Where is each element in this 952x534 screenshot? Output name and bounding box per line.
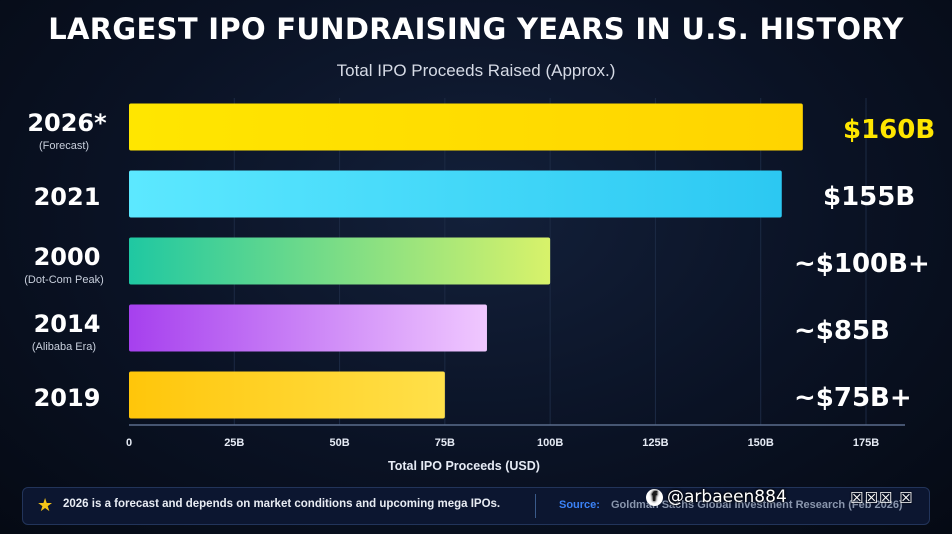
category-label: 2021 [34, 183, 101, 211]
x-tick-label: 25B [224, 437, 244, 449]
bar [129, 170, 782, 218]
x-tick-label: 125B [642, 437, 668, 449]
x-tick-label: 50B [329, 437, 349, 449]
x-tick-label: 100B [537, 437, 563, 449]
watermark-handle: @arbaeen884 [667, 487, 787, 507]
category-note: (Alibaba Era) [32, 341, 96, 353]
bar [129, 304, 487, 352]
data-label: $155B [823, 182, 915, 212]
x-tick-label: 175B [853, 437, 879, 449]
data-label: ~$75B+ [794, 383, 912, 413]
facebook-icon: f [646, 489, 663, 506]
x-tick-label: 0 [126, 437, 132, 449]
data-label: $160B [843, 115, 935, 145]
category-note: (Forecast) [39, 140, 89, 152]
x-tick-label: 75B [435, 437, 455, 449]
watermark-tail: ☒☒☒ ☒ [850, 489, 914, 507]
bar [129, 103, 803, 151]
data-label: ~$85B [794, 316, 890, 346]
star-icon: ★ [37, 495, 54, 515]
category-label: 2026* [27, 109, 107, 137]
chart-title: LARGEST IPO FUNDRAISING YEARS IN U.S. HI… [48, 12, 904, 46]
watermark: f @arbaeen884 [646, 487, 787, 507]
category-label: 2019 [34, 384, 101, 412]
category-note: (Dot-Com Peak) [24, 274, 103, 286]
x-axis-title: Total IPO Proceeds (USD) [388, 459, 540, 473]
bar [129, 237, 551, 285]
data-label: ~$100B+ [794, 249, 930, 279]
category-label: 2000 [34, 243, 101, 271]
category-label: 2014 [34, 310, 101, 338]
footer-note-bar: ★ 2026 is a forecast and depends on mark… [22, 487, 930, 525]
source-text: Goldman Sachs Global Investment Research… [611, 499, 903, 511]
footer-divider [535, 494, 536, 518]
chart-subtitle: Total IPO Proceeds Raised (Approx.) [336, 61, 616, 80]
source-label: Source: [559, 499, 600, 511]
bar [129, 371, 445, 419]
forecast-note: 2026 is a forecast and depends on market… [63, 498, 501, 510]
x-tick-label: 150B [748, 437, 774, 449]
